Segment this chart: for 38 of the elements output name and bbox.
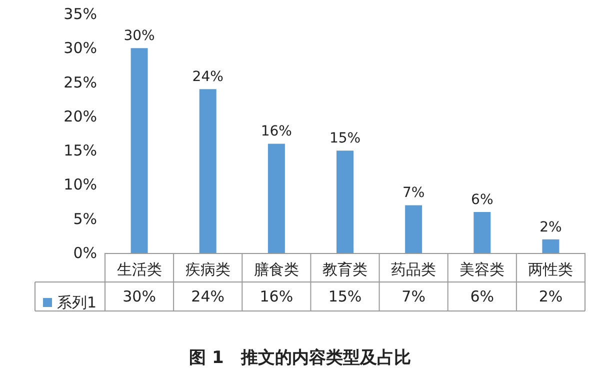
y-tick-label: 10% — [64, 176, 97, 194]
text: 2% — [540, 219, 562, 236]
data-label: 2% — [538, 288, 563, 306]
x-tick-label: 膳食类 — [254, 260, 299, 278]
bar — [336, 150, 354, 253]
x-tick-label: 药品类 — [391, 260, 436, 278]
y-tick-label: 20% — [64, 107, 97, 126]
y-tick-label: 5% — [73, 210, 97, 228]
x-tick-label: 生活类 — [116, 260, 162, 278]
text: 30% — [124, 28, 155, 44]
y-tick-label: 35% — [64, 5, 97, 23]
y-tick-label: 0% — [73, 244, 97, 262]
bar — [542, 239, 560, 253]
text: 24% — [192, 69, 224, 86]
data-label: 24% — [191, 288, 225, 306]
legend-label: 系列1 — [57, 294, 97, 312]
bar — [474, 212, 491, 253]
y-tick-label: 30% — [64, 39, 97, 58]
x-tick-label: 疾病类 — [185, 260, 230, 278]
bar — [268, 144, 285, 253]
x-tick-label: 两性类 — [528, 260, 574, 278]
data-label: 16% — [260, 288, 294, 306]
x-tick-label: 教育类 — [322, 260, 368, 278]
text: 图 1 推文的内容类型及占比 — [189, 348, 411, 368]
y-tick-label: 25% — [64, 73, 97, 92]
text: 15% — [329, 130, 361, 147]
text: 7% — [402, 185, 425, 202]
text: 6% — [471, 192, 494, 208]
data-label: 7% — [402, 288, 426, 306]
data-label: 30% — [122, 288, 156, 306]
data-label: 6% — [470, 288, 494, 306]
data-label: 15% — [328, 288, 362, 306]
bar — [130, 48, 148, 253]
bar — [405, 205, 422, 253]
text: 16% — [260, 124, 292, 140]
y-tick-label: 15% — [64, 142, 97, 160]
bar — [199, 89, 216, 253]
x-tick-label: 美容类 — [460, 260, 505, 278]
